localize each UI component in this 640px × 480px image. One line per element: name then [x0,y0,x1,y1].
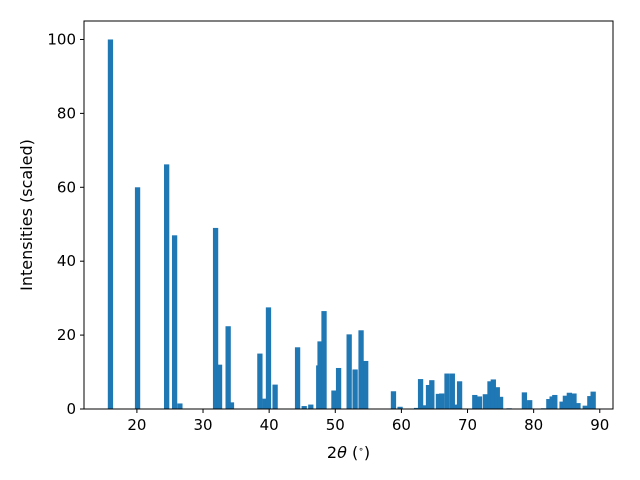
y-tick-label: 40 [57,252,76,270]
y-tick-label: 60 [57,178,76,196]
x-tick-label: 80 [524,416,543,434]
bar [429,380,435,409]
bar [212,227,219,409]
bar [335,367,342,409]
bar [527,400,533,409]
bar [331,390,337,409]
plot-frame [83,20,614,410]
bar [425,384,432,409]
bar [358,330,364,409]
bar [456,381,463,409]
bar [439,393,445,409]
bar [107,39,114,409]
bar [352,369,358,409]
bar [272,384,278,409]
bar [216,364,223,409]
bar [225,326,231,409]
y-axis: 0 20 40 60 80 100 [47,30,84,418]
bar [417,379,424,409]
bar [421,405,428,409]
bar [257,353,263,409]
bar [559,401,565,409]
y-tick-label: 100 [47,30,76,48]
bar [590,391,596,409]
bar [449,373,455,409]
bar [521,392,528,409]
y-tick-label: 80 [57,104,76,122]
bar [346,334,352,409]
x-tick-label: 20 [127,416,146,434]
bar [301,406,307,409]
bar [397,406,403,409]
x-axis: 20 30 40 50 60 70 80 90 [127,409,609,434]
bar [497,396,504,409]
bar [490,379,496,409]
bar [317,341,323,409]
bar [546,399,552,409]
bar [308,404,314,409]
bar [487,381,493,409]
x-tick-label: 70 [458,416,477,434]
bar [562,395,569,409]
x-tick-label: 90 [590,416,609,434]
bar-series [107,39,596,409]
bar [294,347,301,409]
y-tick-label: 0 [66,400,76,418]
bar [265,307,272,409]
bar [390,391,397,409]
x-axis-label: 2θ (∘) [327,443,370,462]
bar [363,360,369,409]
bar [476,396,483,409]
x-tick-label: 50 [326,416,345,434]
y-tick-label: 20 [57,326,76,344]
bar [472,394,478,409]
y-axis-label: Intensities (scaled) [17,139,36,291]
bar [413,407,420,409]
bar [228,402,235,409]
bar [453,404,459,409]
bar [164,164,170,409]
bar [494,387,500,409]
x-tick-label: 30 [193,416,212,434]
bar [171,235,178,409]
bar [566,392,572,409]
x-tick-label: 40 [260,416,279,434]
bar [262,398,268,409]
bar [444,373,450,409]
bar [552,394,558,409]
bar [587,396,593,409]
bar [134,187,141,409]
bar [571,393,577,409]
bar [575,403,581,409]
bar [177,403,183,409]
x-tick-label: 60 [392,416,411,434]
bar [435,393,442,409]
bar [582,405,588,409]
bar [321,311,327,409]
bar [482,394,489,409]
